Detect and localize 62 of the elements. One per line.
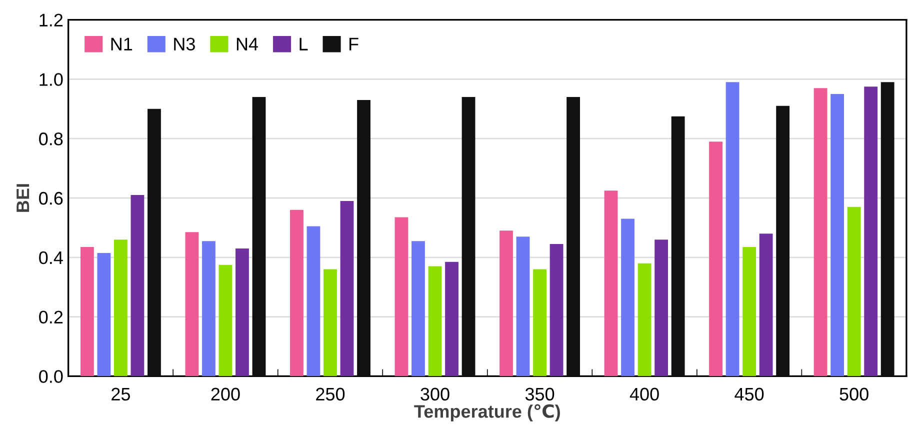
y-axis-title: BEI xyxy=(16,184,30,212)
legend-label: N1 xyxy=(111,38,132,50)
bar xyxy=(148,108,161,376)
bar xyxy=(638,263,652,376)
bar xyxy=(726,82,740,376)
bar xyxy=(776,106,790,376)
bar xyxy=(130,195,144,376)
legend-label: F xyxy=(350,38,358,50)
bar xyxy=(357,100,370,376)
bar xyxy=(394,217,408,376)
y-tick-label: 0.2 xyxy=(39,310,63,324)
bar xyxy=(428,266,442,376)
bar xyxy=(864,86,878,376)
bar xyxy=(290,210,304,376)
bar xyxy=(566,97,580,376)
x-tick-label: 200 xyxy=(211,388,240,401)
bar xyxy=(500,230,513,376)
bar xyxy=(462,97,476,376)
bar xyxy=(880,82,894,376)
x-tick-label: 400 xyxy=(630,388,659,401)
bar xyxy=(621,218,634,376)
x-tick-label: 350 xyxy=(525,388,554,401)
bar xyxy=(742,247,756,376)
bar xyxy=(445,262,458,376)
bar xyxy=(830,94,844,376)
x-tick-label: 450 xyxy=(734,388,764,401)
bar xyxy=(340,200,354,376)
bar xyxy=(671,116,685,376)
bar xyxy=(550,244,564,376)
bar xyxy=(847,206,861,376)
y-tick-label: 0.4 xyxy=(39,251,63,264)
bar xyxy=(654,240,668,376)
y-tick-label: 0.6 xyxy=(39,192,63,205)
bar xyxy=(97,252,111,376)
x-tick-label: 300 xyxy=(420,388,450,401)
bar xyxy=(412,241,425,376)
bar xyxy=(218,264,232,376)
x-tick-label: 500 xyxy=(840,388,868,401)
bar xyxy=(709,142,722,376)
bar xyxy=(533,269,546,376)
bar xyxy=(604,190,618,376)
bar xyxy=(185,232,199,376)
bar xyxy=(814,88,828,376)
y-tick-label: 0.8 xyxy=(39,132,63,146)
bar xyxy=(202,241,216,376)
bar xyxy=(114,240,128,376)
x-tick-label: 25 xyxy=(112,388,130,401)
bar xyxy=(306,226,320,376)
y-tick-label: 1.0 xyxy=(40,73,63,86)
y-tick-label: 1.2 xyxy=(40,14,63,26)
y-tick-label: 0.0 xyxy=(39,370,63,383)
legend-label: N4 xyxy=(236,38,258,50)
bar xyxy=(252,97,266,376)
x-axis-title: Temperature (℃) xyxy=(414,404,560,422)
legend-label: L xyxy=(300,38,308,50)
bar xyxy=(236,248,249,376)
legend-label: N3 xyxy=(174,38,195,50)
x-tick-label: 250 xyxy=(316,388,345,401)
bar xyxy=(759,234,773,376)
bar xyxy=(516,236,530,376)
bar xyxy=(80,247,94,376)
bar xyxy=(324,269,337,376)
